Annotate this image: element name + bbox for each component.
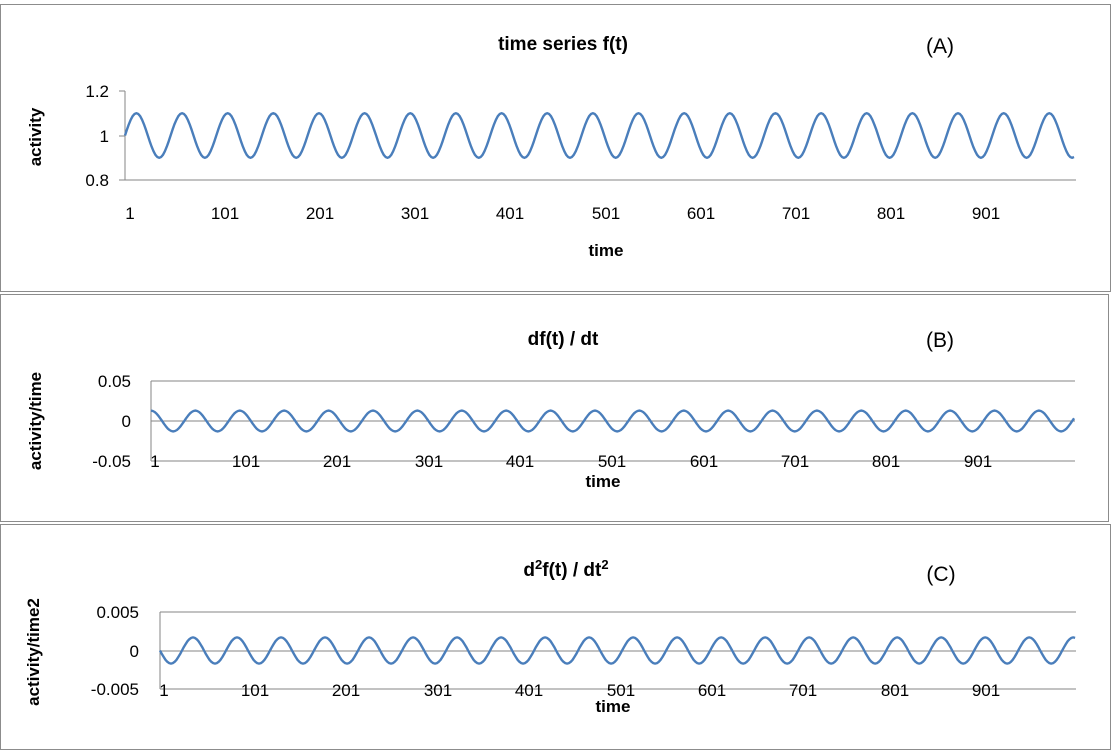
chart-c-x-tick-label: 1	[159, 681, 168, 700]
chart-c-y-tick-label: 0.005	[96, 603, 139, 622]
chart-b-x-tick-label: 801	[872, 452, 900, 471]
chart-c-x-tick-label: 401	[515, 681, 543, 700]
chart-b-x-tick-label: 401	[506, 452, 534, 471]
chart-c-series-line	[158, 636, 1076, 665]
chart-a-x-tick-label: 601	[687, 204, 715, 223]
chart-b-y-tick-label: 0.05	[98, 372, 131, 391]
chart-c-x-tick-label: 601	[698, 681, 726, 700]
chart-a-x-tick-label: 501	[592, 204, 620, 223]
chart-a-x-tick-label: 201	[306, 204, 334, 223]
chart-b-panel-label: (B)	[926, 329, 954, 352]
chart-c-svg: d2f(t) / dt2 (C) activity/time2 time 0.0…	[24, 557, 1076, 716]
chart-b-y-tick-label: 0	[122, 412, 131, 431]
chart-c-y-tick-label: 0	[130, 642, 139, 661]
chart-panel-a: time series f(t) (A) activity time 1.2 1…	[0, 4, 1111, 292]
chart-panel-c: d2f(t) / dt2 (C) activity/time2 time 0.0…	[0, 524, 1111, 750]
chart-b-x-tick-label: 601	[690, 452, 718, 471]
chart-b-y-tick-label: -0.05	[92, 452, 131, 471]
chart-c-x-tick-label: 901	[972, 681, 1000, 700]
chart-b-x-tick-label: 701	[781, 452, 809, 471]
chart-a-x-tick-label: 301	[401, 204, 429, 223]
chart-c-panel-label: (C)	[926, 563, 955, 586]
chart-b-y-axis-title: activity/time	[26, 372, 45, 470]
chart-c-x-tick-label: 201	[332, 681, 360, 700]
chart-c-x-tick-label: 101	[241, 681, 269, 700]
chart-a-x-tick-label: 1	[125, 204, 134, 223]
chart-b-x-tick-label: 101	[232, 452, 260, 471]
chart-b-x-tick-label: 201	[323, 452, 351, 471]
chart-c-title: d2f(t) / dt2	[523, 557, 608, 581]
chart-b-x-tick-label: 301	[415, 452, 443, 471]
chart-panel-b: df(t) / dt (B) activity/time time 0.05 0…	[0, 294, 1109, 522]
chart-a-x-axis-title: time	[589, 241, 624, 260]
chart-b-title: df(t) / dt	[528, 329, 599, 350]
chart-c-x-tick-label: 501	[607, 681, 635, 700]
chart-a-x-tick-label: 901	[972, 204, 1000, 223]
chart-c-y-axis-title: activity/time2	[24, 598, 43, 706]
chart-a-y-tick-label: 0.8	[85, 171, 109, 190]
chart-a-y-tick-label: 1.2	[85, 82, 109, 101]
chart-c-x-tick-label: 801	[881, 681, 909, 700]
chart-a-title: time series f(t)	[498, 34, 628, 55]
chart-b-x-tick-label: 501	[598, 452, 626, 471]
chart-a-series-line	[123, 111, 1075, 160]
chart-b-svg: df(t) / dt (B) activity/time time 0.05 0…	[26, 329, 1076, 491]
chart-b-series-line	[150, 409, 1076, 433]
chart-a-x-tick-label: 801	[877, 204, 905, 223]
chart-b-x-tick-label: 901	[964, 452, 992, 471]
chart-c-x-tick-label: 701	[789, 681, 817, 700]
chart-b-x-axis-title: time	[586, 472, 621, 491]
chart-a-y-tick-label: 1	[100, 127, 109, 146]
chart-a-x-tick-label: 401	[496, 204, 524, 223]
chart-a-y-axis-title: activity	[26, 107, 45, 166]
chart-b-x-tick-label: 1	[150, 452, 159, 471]
chart-a-x-tick-label: 701	[782, 204, 810, 223]
chart-a-x-tick-label: 101	[211, 204, 239, 223]
chart-a-panel-label: (A)	[926, 35, 954, 58]
chart-c-y-tick-label: -0.005	[91, 680, 139, 699]
chart-a-svg: time series f(t) (A) activity time 1.2 1…	[26, 34, 1076, 260]
chart-c-x-axis-title: time	[596, 697, 631, 716]
chart-c-x-tick-label: 301	[424, 681, 452, 700]
